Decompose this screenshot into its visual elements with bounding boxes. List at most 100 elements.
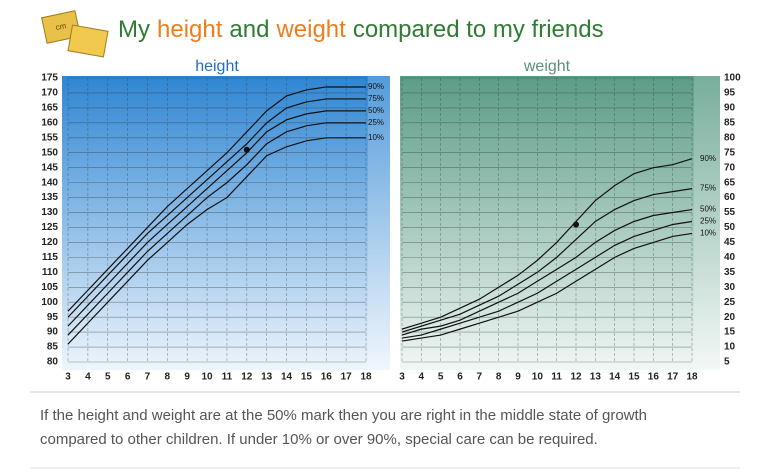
title-part: height	[157, 16, 223, 43]
y-tick-label: 5	[724, 357, 730, 368]
title-part: compared to my friends	[352, 16, 604, 43]
chart-title: height	[195, 58, 239, 75]
y-tick-label: 65	[724, 177, 736, 188]
plot-side-strip	[368, 76, 390, 370]
y-tick-label: 15	[724, 327, 736, 338]
point	[243, 146, 250, 153]
y-tick-label: 70	[724, 162, 736, 173]
y-tick-label: 115	[42, 252, 59, 263]
x-tick-label: 5	[105, 372, 111, 383]
x-tick-label: 9	[515, 372, 521, 383]
y-tick-label: 30	[724, 282, 736, 293]
plot-side-strip	[694, 76, 720, 370]
y-tick-label: 100	[41, 297, 58, 308]
title-part: weight	[276, 16, 346, 43]
curve-label: 75%	[700, 184, 716, 193]
curve-label: 50%	[368, 106, 384, 115]
title-part: My	[118, 16, 150, 43]
y-tick-label: 165	[41, 103, 58, 114]
curve-label: 90%	[700, 154, 716, 163]
x-tick-label: 16	[321, 372, 333, 383]
x-tick-label: 4	[85, 372, 91, 383]
x-tick-label: 14	[281, 372, 293, 383]
caption-line: If the height and weight are at the 50% …	[40, 407, 648, 424]
curve	[67, 86, 366, 312]
caption-line: compared to other children. If under 10%…	[40, 431, 598, 448]
y-tick-label: 75	[724, 147, 736, 158]
chart-title: weight	[523, 58, 571, 75]
curve-label: 75%	[368, 94, 384, 103]
curve	[67, 122, 366, 336]
curve	[401, 188, 693, 333]
plot-background	[400, 76, 720, 370]
curve-label: 25%	[368, 118, 384, 127]
y-tick-label: 125	[41, 222, 58, 233]
svg-text:cm: cm	[55, 21, 68, 32]
y-tick-label: 135	[41, 192, 58, 203]
y-tick-label: 10	[724, 342, 736, 353]
x-tick-label: 7	[477, 372, 483, 383]
title: My height and weight compared to my friends	[118, 16, 611, 44]
curve-label: 50%	[700, 205, 716, 214]
x-tick-label: 15	[628, 372, 640, 383]
curve	[67, 137, 366, 345]
y-tick-label: 140	[41, 177, 58, 188]
x-tick-label: 14	[609, 372, 621, 383]
curve	[401, 158, 693, 330]
y-tick-label: 40	[724, 252, 736, 263]
tape-icon: cm	[41, 10, 109, 58]
curve-label: 10%	[368, 133, 384, 142]
curve	[401, 220, 693, 339]
y-tick-label: 100	[724, 73, 741, 84]
x-tick-label: 3	[399, 372, 405, 383]
curve-label: 25%	[700, 217, 716, 226]
y-tick-label: 20	[724, 312, 736, 323]
y-tick-label: 170	[41, 88, 58, 99]
x-tick-label: 3	[65, 372, 71, 383]
plot-background	[62, 76, 390, 370]
caption: If the height and weight are at the 50% …	[40, 404, 647, 452]
x-tick-label: 10	[532, 372, 544, 383]
y-tick-label: 90	[724, 103, 736, 114]
x-tick-label: 10	[202, 372, 214, 383]
y-tick-label: 95	[724, 88, 736, 99]
x-tick-label: 5	[438, 372, 444, 383]
curve-label: 90%	[368, 82, 384, 91]
curve	[401, 208, 693, 336]
y-tick-label: 85	[47, 342, 59, 353]
x-tick-label: 17	[341, 372, 353, 383]
y-tick-label: 175	[41, 73, 58, 84]
y-tick-label: 45	[724, 237, 736, 248]
x-tick-label: 11	[222, 372, 233, 383]
curve-label: 10%	[700, 229, 716, 238]
x-tick-label: 13	[261, 372, 273, 383]
y-tick-label: 110	[42, 267, 59, 278]
y-tick-label: 80	[724, 132, 736, 143]
x-tick-label: 18	[360, 372, 372, 383]
x-tick-label: 11	[551, 372, 562, 383]
y-tick-label: 85	[724, 117, 736, 128]
y-tick-label: 60	[724, 192, 736, 203]
y-tick-label: 120	[41, 237, 58, 248]
x-tick-label: 6	[457, 372, 463, 383]
x-tick-label: 4	[419, 372, 425, 383]
y-tick-label: 155	[41, 132, 58, 143]
point	[573, 221, 579, 228]
y-tick-label: 95	[47, 312, 59, 323]
y-tick-label: 105	[41, 282, 58, 293]
curve	[67, 110, 366, 327]
x-tick-label: 15	[301, 372, 313, 383]
y-tick-label: 80	[47, 357, 59, 368]
x-tick-label: 8	[165, 372, 171, 383]
y-tick-label: 50	[724, 222, 736, 233]
x-tick-label: 13	[590, 372, 602, 383]
y-tick-label: 35	[724, 267, 736, 278]
y-tick-label: 25	[724, 297, 736, 308]
x-tick-label: 12	[241, 372, 253, 383]
y-tick-label: 145	[41, 162, 58, 173]
x-tick-label: 8	[496, 372, 502, 383]
x-tick-label: 16	[648, 372, 660, 383]
y-tick-label: 90	[47, 327, 59, 338]
